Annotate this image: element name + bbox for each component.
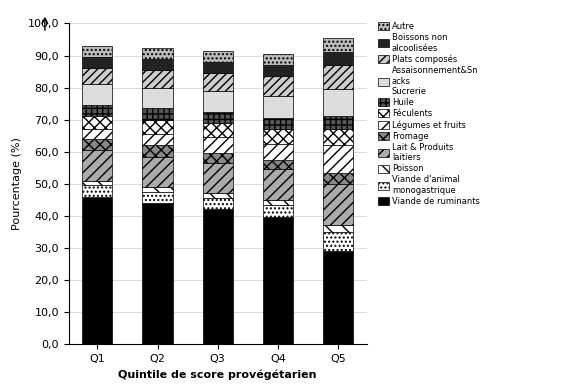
Bar [323, 52, 353, 65]
Bar [263, 54, 293, 65]
Bar [323, 89, 353, 117]
Bar [203, 91, 233, 112]
X-axis label: Quintile de score provégétarien: Quintile de score provégétarien [119, 369, 317, 380]
Bar [83, 150, 112, 181]
Bar [83, 84, 112, 105]
Bar [263, 217, 293, 344]
Bar [203, 153, 233, 163]
Bar [263, 65, 293, 76]
Bar [143, 70, 172, 88]
Bar [143, 134, 172, 145]
Bar [83, 46, 112, 57]
Bar [263, 96, 293, 118]
Bar [323, 38, 353, 52]
Bar [83, 117, 112, 129]
Bar [83, 105, 112, 117]
Bar [143, 59, 172, 70]
Bar [83, 185, 112, 197]
Bar [323, 117, 353, 129]
Y-axis label: Pourcentage (%): Pourcentage (%) [12, 137, 22, 230]
Bar [203, 73, 233, 91]
Legend: Autre, Boissons non
alcoolisées, Plats composés, Assaisonnement&Sn
acks
Sucrerie: Autre, Boissons non alcoolisées, Plats c… [377, 21, 481, 207]
Bar [143, 120, 172, 134]
Bar [203, 210, 233, 344]
Bar [143, 187, 172, 192]
Bar [263, 160, 293, 169]
Bar [83, 181, 112, 185]
Bar [83, 68, 112, 84]
Bar [203, 123, 233, 137]
Bar [323, 251, 353, 344]
Bar [143, 108, 172, 120]
Bar [203, 163, 233, 194]
Bar [263, 143, 293, 160]
Bar [263, 118, 293, 129]
Bar [143, 156, 172, 187]
Bar [83, 197, 112, 344]
Bar [143, 88, 172, 108]
Bar [203, 62, 233, 73]
Bar [323, 184, 353, 226]
Bar [323, 145, 353, 172]
Bar [263, 200, 293, 204]
Bar [203, 112, 233, 123]
Bar [143, 47, 172, 59]
Bar [203, 198, 233, 210]
Bar [143, 145, 172, 156]
Bar [203, 51, 233, 62]
Bar [323, 129, 353, 145]
Bar [83, 129, 112, 139]
Bar [263, 204, 293, 217]
Bar [323, 226, 353, 232]
Bar [263, 76, 293, 96]
Bar [203, 137, 233, 153]
Bar [323, 65, 353, 89]
Bar [323, 232, 353, 251]
Bar [263, 169, 293, 200]
Bar [323, 172, 353, 184]
Bar [83, 139, 112, 150]
Bar [203, 194, 233, 198]
Bar [143, 192, 172, 203]
Bar [143, 203, 172, 344]
Bar [263, 129, 293, 144]
Bar [83, 57, 112, 68]
